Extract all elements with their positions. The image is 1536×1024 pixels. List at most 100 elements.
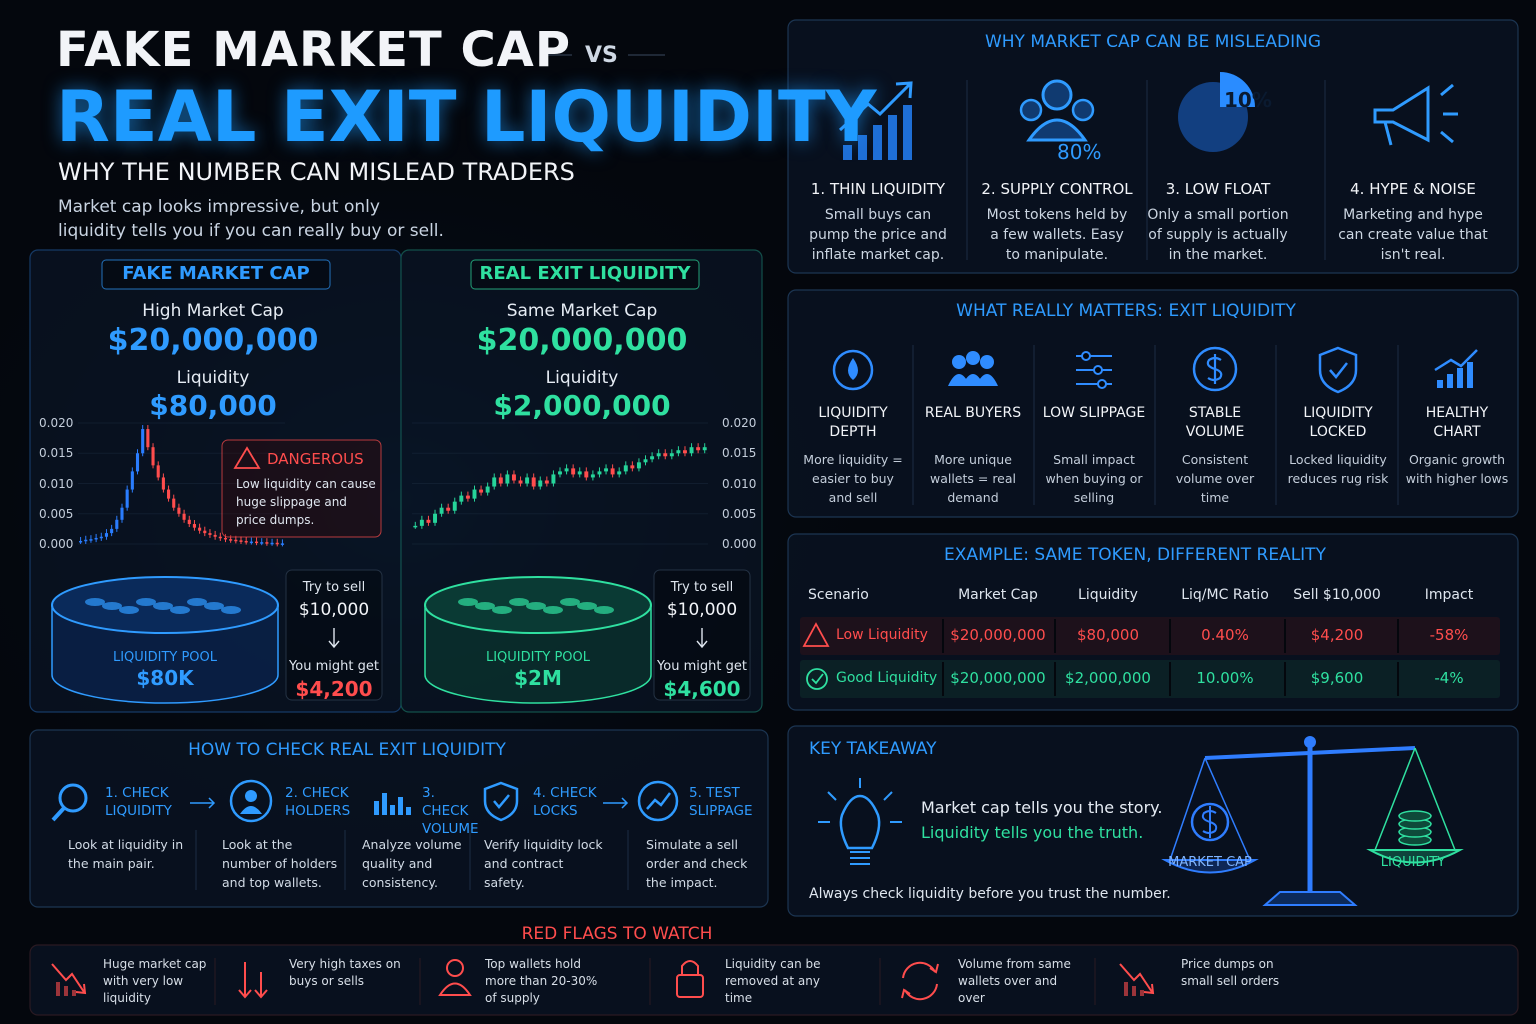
coin: [543, 606, 563, 614]
icon-head: [952, 355, 966, 369]
icon-ring: [832, 349, 874, 391]
icon-lens: [58, 783, 88, 813]
icon-knob: [1081, 351, 1091, 361]
candle: [650, 456, 655, 460]
icon-badge: 80%: [1057, 140, 1102, 164]
icon-ray: [883, 791, 893, 801]
candle: [110, 528, 114, 534]
coin: [458, 598, 478, 606]
candle: [617, 471, 622, 475]
red-flags-panel: [29, 944, 1519, 1016]
candle: [669, 453, 674, 457]
icon-body: [976, 374, 998, 386]
flag-text: Top wallets hold more than 20-30% of sup…: [485, 957, 598, 1005]
candle: [485, 486, 490, 493]
cell: $2,000,000: [1065, 669, 1151, 687]
scale-coin-dollar: [1201, 806, 1218, 838]
icon-bar: [1467, 362, 1473, 388]
icon-bar: [873, 125, 882, 160]
get-value: $4,200: [295, 677, 373, 701]
status-icon: [806, 668, 828, 690]
candle: [604, 468, 609, 472]
flag-cycle: [901, 961, 939, 1001]
flag-shackle: [681, 960, 699, 975]
cell: -58%: [1429, 626, 1469, 644]
pool-label: LIQUIDITY POOL: [112, 650, 218, 665]
section-title: KEY TAKEAWAY: [809, 739, 937, 759]
icon-head: [1071, 98, 1095, 122]
pan-label: LIQUIDITY: [1380, 855, 1446, 870]
scale-base: [1262, 891, 1358, 906]
candle: [558, 471, 562, 475]
flag-bar: [1140, 990, 1144, 996]
step-title: 4. CHECK LOCKS: [533, 785, 597, 819]
y-tick-label: 0.005: [39, 506, 74, 521]
icon-badge: 10%: [1224, 88, 1272, 112]
candle: [141, 429, 145, 454]
item-text: Small impact when buying or selling: [1045, 452, 1143, 505]
scale-beam: [1204, 746, 1416, 760]
flag-body: [438, 982, 472, 996]
candle: [104, 533, 109, 537]
y-tick-label: 0.010: [39, 476, 74, 491]
cell: $20,000,000: [950, 669, 1046, 687]
candle: [630, 465, 635, 469]
candle: [419, 519, 424, 526]
icon-bar: [888, 115, 897, 160]
icon-bar: [390, 805, 395, 815]
warning-text: Low liquidity can cause huge slippage an…: [236, 477, 376, 527]
item-title: LOW SLIPPAGE: [1042, 405, 1146, 421]
cell: 0.40%: [1201, 626, 1249, 644]
candle: [156, 465, 160, 478]
flag-text: Liquidity can be removed at any time: [725, 957, 821, 1005]
item-title: HEALTHY CHART: [1425, 405, 1489, 440]
warning-title: DANGEROUS: [267, 450, 364, 468]
item-title: 1. THIN LIQUIDITY: [810, 180, 946, 198]
icon-ring: [229, 779, 273, 823]
candle: [584, 471, 589, 478]
liquidity-value: $80,000: [149, 389, 277, 422]
arrow-head: [696, 640, 708, 649]
get-value: $4,600: [663, 677, 741, 701]
panel-label: FAKE MARKET CAP: [122, 263, 310, 284]
misleading-panel: [787, 19, 1519, 274]
icon-shield: [483, 781, 519, 822]
candle: [676, 450, 681, 454]
candle: [192, 524, 196, 528]
icon-bar: [843, 145, 852, 160]
candle: [518, 480, 523, 484]
candle: [663, 453, 668, 457]
market-cap-label: Same Market Cap: [506, 301, 658, 321]
candle: [544, 480, 549, 484]
intro: Market cap looks impressive, but only li…: [58, 197, 444, 241]
icon-head: [1041, 79, 1073, 111]
section-title: RED FLAGS TO WATCH: [521, 924, 713, 944]
icon-knob: [1097, 379, 1107, 389]
step-text: Verify liquidity lock and contract safet…: [484, 837, 603, 890]
coin: [221, 606, 241, 614]
section-title: EXAMPLE: SAME TOKEN, DIFFERENT REALITY: [944, 545, 1326, 565]
candle: [413, 525, 418, 528]
coin: [136, 598, 156, 606]
candle: [465, 495, 470, 499]
icon-bar: [382, 793, 387, 815]
y-tick-label: 0.015: [39, 446, 74, 461]
matters-panel: [787, 289, 1519, 518]
icon-knob: [1093, 365, 1103, 375]
candle: [689, 447, 694, 454]
section-title: HOW TO CHECK REAL EXIT LIQUIDITY: [188, 740, 506, 760]
cell: $80,000: [1076, 626, 1140, 644]
candle: [446, 507, 451, 511]
flag-arrow: [1119, 963, 1155, 995]
item-text: Only a small portion of supply is actual…: [1147, 207, 1289, 263]
flag-bar: [64, 986, 68, 996]
flag-lock: [676, 974, 704, 998]
candle: [590, 474, 595, 478]
candle: [94, 537, 98, 540]
flag-text: Very high taxes on buys or sells: [289, 957, 401, 988]
candle: [79, 540, 83, 543]
candle: [452, 501, 457, 511]
column-header: Scenario: [808, 587, 869, 603]
candle: [130, 471, 134, 490]
coin: [102, 602, 122, 610]
